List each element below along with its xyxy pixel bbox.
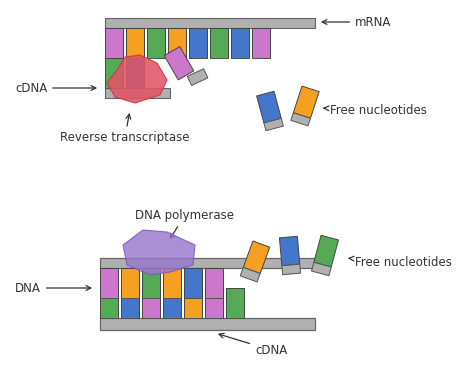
Bar (187, 69, 208, 86)
Bar (142, 268, 160, 298)
Bar (189, 28, 207, 58)
Bar (205, 268, 223, 298)
Bar (126, 58, 144, 88)
Bar (100, 268, 118, 298)
Bar (100, 288, 118, 318)
Bar (240, 267, 260, 282)
Bar (164, 46, 194, 80)
Polygon shape (107, 55, 167, 103)
Bar (142, 288, 160, 318)
Text: Free nucleotides: Free nucleotides (349, 256, 452, 269)
Bar (205, 288, 223, 318)
Bar (256, 91, 281, 123)
Bar (282, 264, 301, 275)
Text: mRNA: mRNA (322, 16, 392, 29)
Bar (100, 258, 315, 268)
Bar (105, 28, 123, 58)
Bar (226, 288, 244, 318)
Bar (105, 58, 123, 88)
Bar (168, 28, 186, 58)
Polygon shape (123, 230, 195, 275)
Bar (264, 118, 283, 131)
Bar (291, 113, 310, 126)
Text: Reverse transcriptase: Reverse transcriptase (60, 114, 190, 144)
Bar (105, 88, 170, 98)
Bar (293, 86, 319, 118)
Text: DNA: DNA (15, 282, 91, 295)
Bar (231, 28, 249, 58)
Bar (121, 288, 139, 318)
Bar (147, 28, 165, 58)
Bar (243, 241, 270, 273)
Bar (100, 318, 315, 330)
Bar (105, 18, 315, 28)
Bar (311, 262, 331, 276)
Text: Free nucleotides: Free nucleotides (324, 103, 427, 116)
Bar (252, 28, 270, 58)
Bar (279, 236, 300, 266)
Text: DNA polymerase: DNA polymerase (136, 208, 235, 238)
Bar (163, 268, 181, 298)
Bar (121, 268, 139, 298)
Bar (163, 288, 181, 318)
Bar (184, 268, 202, 298)
Bar (210, 28, 228, 58)
Bar (184, 288, 202, 318)
Bar (314, 235, 338, 267)
Bar (126, 28, 144, 58)
Text: cDNA: cDNA (219, 333, 287, 356)
Text: cDNA: cDNA (15, 81, 96, 94)
